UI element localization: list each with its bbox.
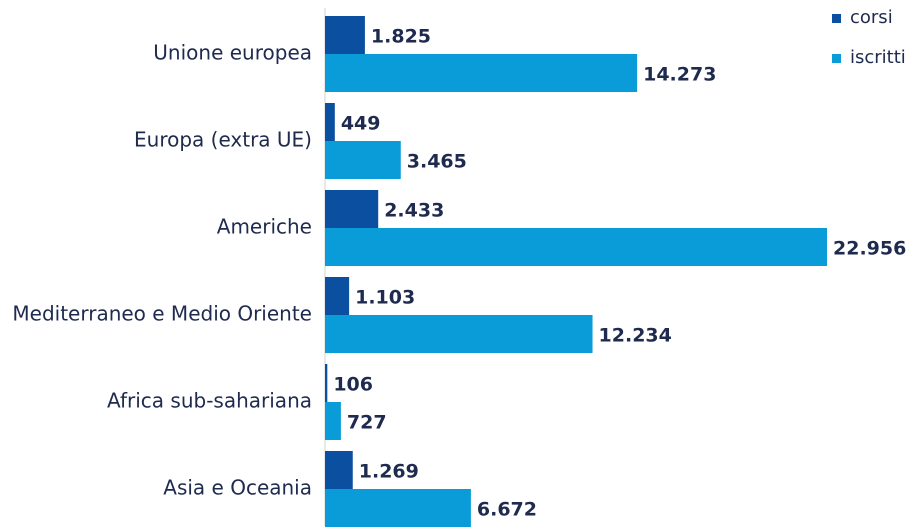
value-label: 1.269 [359,461,419,483]
category-label: Unione europea [153,41,312,65]
bar [325,16,365,54]
value-label: 106 [333,374,373,396]
bar [325,141,401,179]
bar [325,402,341,440]
legend-label: corsi [850,7,893,28]
value-label: 1.825 [371,26,431,48]
legend-label: iscritti [850,47,906,68]
category-label: Europa (extra UE) [134,128,312,152]
bar [325,54,638,92]
value-label: 22.956 [833,238,906,260]
legend-swatch [832,54,841,63]
value-label: 12.234 [599,325,672,347]
bar [325,489,471,527]
value-label: 449 [341,113,381,135]
value-label: 2.433 [384,200,444,222]
bar [325,451,353,489]
category-label: Americhe [217,215,312,239]
bar [325,277,350,315]
bar [325,364,328,402]
legend-swatch [832,14,841,23]
category-label: Asia e Oceania [163,476,312,500]
value-label: 6.672 [477,499,537,521]
bar [325,228,827,266]
value-label: 1.103 [355,287,415,309]
value-label: 3.465 [407,151,467,173]
value-label: 727 [347,412,387,434]
category-label: Africa sub-sahariana [107,389,312,413]
value-label: 14.273 [643,64,716,86]
category-label: Mediterraneo e Medio Oriente [12,302,312,326]
bar [325,315,593,353]
bar [325,190,379,228]
bar [325,103,335,141]
